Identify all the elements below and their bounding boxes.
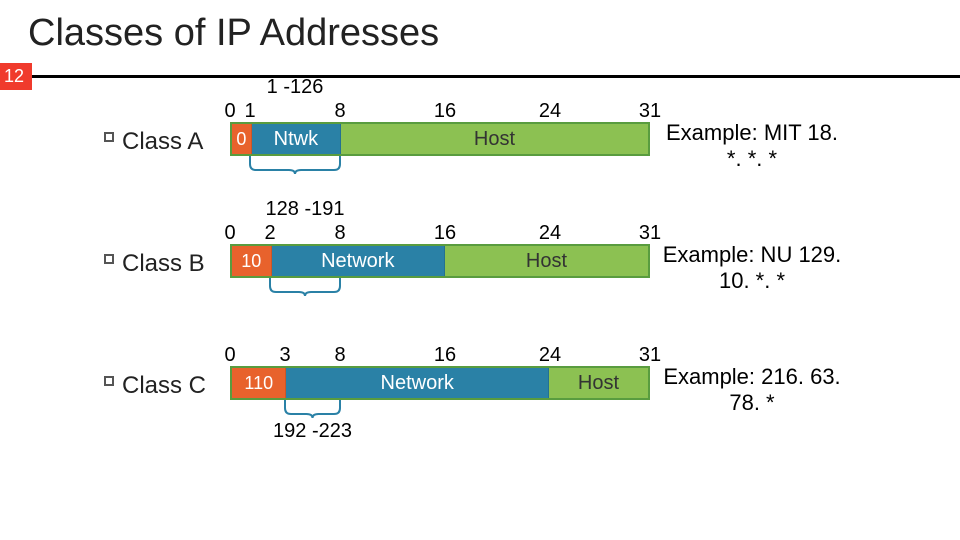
range-bracket [230,278,650,296]
ruler-tick: 3 [279,344,290,367]
ip-class-diagram: Class A1 -1260181624310NtwkHostExample: … [0,100,960,418]
slide-badge-row: 12 [0,63,960,90]
segment-host: Host [549,368,648,398]
ruler-tick: 1 [244,100,255,123]
slide-number-badge: 12 [0,63,32,90]
page-title: Classes of IP Addresses [0,0,960,63]
range-bracket [230,156,650,174]
segment-prefix: 110 [232,368,286,398]
ruler-tick: 24 [539,344,561,367]
segment-net: Ntwk [252,124,341,154]
bullet-icon [104,132,114,142]
range-label: 192 -223 [273,420,352,443]
class-row-class-a: Class A1 -1260181624310NtwkHostExample: … [110,100,940,174]
ruler-tick: 16 [434,344,456,367]
segment-host: Host [341,124,648,154]
ruler-tick: 31 [639,344,661,367]
bit-ruler: 028162431 [230,222,650,244]
ruler-tick: 8 [334,222,345,245]
segment-net: Network [272,246,445,276]
ruler-tick: 24 [539,222,561,245]
segment-prefix: 10 [232,246,272,276]
range-label: 1 -126 [267,76,324,99]
bit-ruler: 018162431 [230,100,650,122]
example-text: Example: 216. 63. 78. * [662,364,842,417]
class-row-class-c: Class C038162431110NetworkHost192 -223Ex… [110,344,940,418]
ruler-tick: 31 [639,100,661,123]
ruler-tick: 0 [224,100,235,123]
class-row-class-b: Class B128 -19102816243110NetworkHostExa… [110,222,940,296]
address-bar: 0NtwkHost [230,122,650,156]
bit-ruler: 038162431 [230,344,650,366]
segment-net: Network [286,368,548,398]
ruler-tick: 0 [224,344,235,367]
segment-prefix: 0 [232,124,252,154]
class-label: Class A [122,128,203,156]
ruler-tick: 16 [434,222,456,245]
ruler-tick: 24 [539,100,561,123]
ruler-tick: 8 [334,100,345,123]
ruler-tick: 16 [434,100,456,123]
segment-host: Host [445,246,648,276]
range-label: 128 -191 [266,198,345,221]
class-label: Class B [122,250,205,278]
slide-divider [32,75,960,78]
ruler-tick: 2 [264,222,275,245]
example-text: Example: MIT 18. *. *. * [662,120,842,173]
ruler-tick: 0 [224,222,235,245]
bullet-icon [104,254,114,264]
ruler-tick: 8 [334,344,345,367]
bullet-icon [104,376,114,386]
address-bar: 110NetworkHost [230,366,650,400]
address-bar: 10NetworkHost [230,244,650,278]
ruler-tick: 31 [639,222,661,245]
range-bracket [230,400,650,418]
example-text: Example: NU 129. 10. *. * [662,242,842,295]
class-label: Class C [122,372,206,400]
